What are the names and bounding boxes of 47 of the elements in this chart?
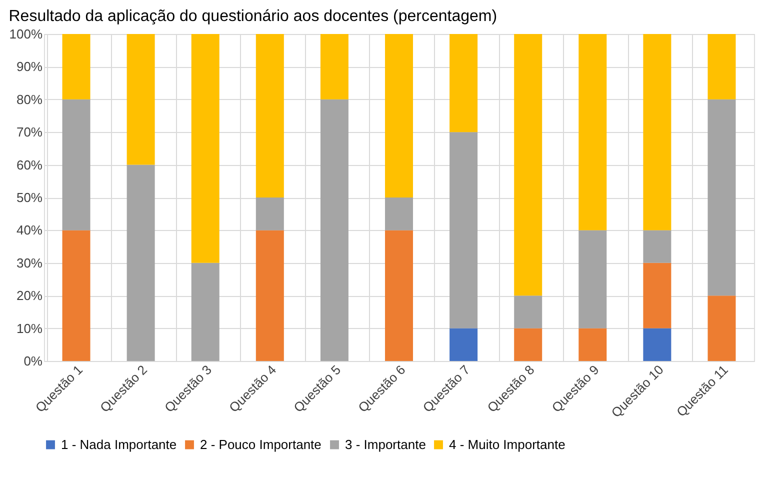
bar (643, 230, 672, 263)
chart-title: Resultado da aplicação do questionário aos docentes (percentagem) (8, 8, 498, 25)
y-tick-label: 10% (16, 320, 43, 336)
bar (385, 34, 413, 198)
y-tick-label: 90% (16, 59, 43, 74)
bar (578, 34, 607, 230)
bar (643, 34, 672, 230)
y-tick-label: 50% (16, 190, 43, 205)
y-tick-label: 0% (24, 354, 43, 368)
y-tick-label: 30% (16, 255, 43, 270)
bar (320, 34, 348, 100)
bar (191, 262, 220, 361)
legend-label: 2 - Pouco Importante (200, 436, 322, 452)
y-tick-label: 20% (16, 288, 43, 304)
bar (62, 99, 90, 230)
bar (514, 34, 542, 296)
legend-label: 3 - Importante (345, 436, 426, 452)
bar (514, 328, 542, 361)
bar (450, 132, 478, 328)
y-tick-label: 60% (16, 157, 43, 172)
bar (256, 230, 284, 361)
bar (126, 164, 155, 361)
bar (385, 198, 413, 230)
bar (256, 198, 284, 230)
bar (708, 34, 736, 100)
bar (450, 34, 478, 132)
legend-label: 1 - Nada Importante (61, 436, 177, 452)
bar (578, 230, 607, 328)
bar (643, 328, 672, 361)
bar (126, 34, 155, 165)
bar (320, 99, 348, 361)
y-tick-label: 40% (16, 222, 43, 238)
bar (643, 262, 672, 328)
bar (385, 230, 413, 361)
bar (256, 34, 284, 198)
bar (191, 34, 220, 263)
bar (708, 99, 736, 296)
bar (514, 296, 542, 328)
bar (62, 230, 90, 361)
y-tick-label: 80% (16, 92, 43, 107)
bar (450, 328, 478, 361)
bar (708, 296, 736, 361)
bar (578, 328, 607, 361)
y-tick-label: 100% (9, 26, 43, 42)
bar (62, 34, 90, 100)
legend-label: 4 - Muito Importante (449, 436, 566, 452)
y-tick-label: 70% (16, 124, 43, 140)
